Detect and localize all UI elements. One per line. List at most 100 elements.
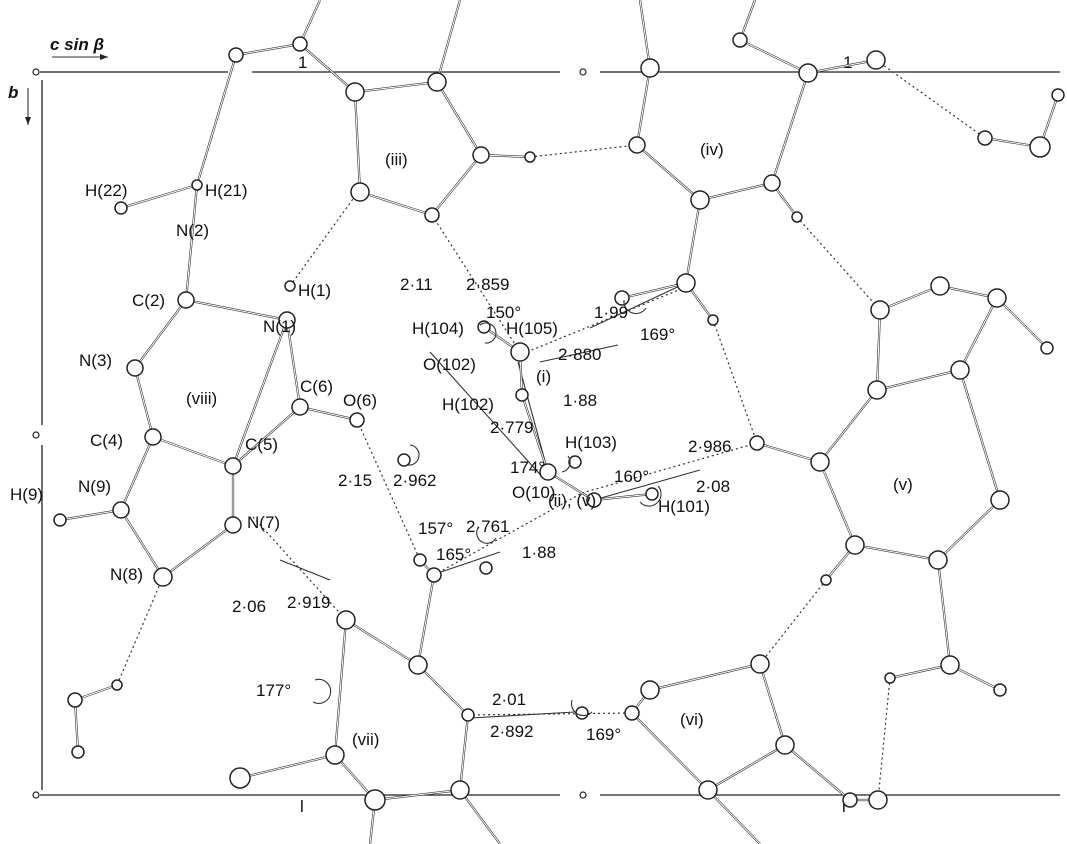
- atom: [112, 501, 130, 519]
- axis-label-c-sin-beta: c sin β: [50, 35, 104, 54]
- atom: [350, 182, 370, 202]
- bond-inner: [876, 369, 961, 391]
- atom: [114, 201, 128, 215]
- cell-tick-bottom-left: l: [300, 797, 304, 816]
- atom-label-h101: H(101): [658, 497, 710, 516]
- atom: [820, 574, 832, 586]
- atom: [292, 36, 308, 52]
- bond-inner: [621, 282, 687, 299]
- ring-label-vi: (vi): [680, 710, 704, 729]
- atom: [993, 683, 1007, 697]
- atom: [690, 190, 710, 210]
- atom: [472, 146, 490, 164]
- axis-label-b: b: [8, 83, 18, 102]
- atom: [775, 735, 795, 755]
- bond-inner: [631, 712, 709, 791]
- bond-inner: [196, 54, 237, 186]
- bond-inner: [771, 72, 809, 184]
- atom: [539, 463, 557, 481]
- atom-label-h1: H(1): [298, 281, 331, 300]
- bond-inner: [345, 619, 419, 666]
- atom-label-h105: H(105): [506, 319, 558, 338]
- bond-inner: [854, 544, 939, 561]
- atom: [614, 290, 630, 306]
- atom: [450, 780, 470, 800]
- angle-150: 150°: [486, 303, 521, 322]
- atom: [111, 679, 123, 691]
- atom: [866, 50, 886, 70]
- bond-inner: [593, 493, 653, 501]
- angle-169-lower: 169°: [586, 725, 621, 744]
- bond-inner: [739, 39, 809, 74]
- atom-label-o6: O(6): [343, 391, 377, 410]
- angle-177: 177°: [256, 681, 291, 700]
- bond-inner: [134, 367, 154, 438]
- bond-inner: [937, 559, 951, 666]
- bond-inner: [235, 43, 301, 56]
- atom: [586, 492, 602, 508]
- bond-inner: [299, 0, 321, 45]
- cell-tick-top-left: 1: [298, 53, 307, 72]
- bond-inner: [996, 297, 1048, 349]
- distance-2-779: 2·779: [490, 418, 533, 437]
- bond-inner: [889, 664, 951, 679]
- hydrogen-bonds: [116, 54, 986, 801]
- atom: [336, 610, 356, 630]
- atom: [413, 553, 427, 567]
- bond-inner: [459, 714, 469, 791]
- bond-inner: [636, 144, 701, 201]
- bond-inner: [876, 309, 881, 391]
- axis-indicators: c sin β b: [8, 35, 108, 125]
- bond-inner: [639, 0, 651, 69]
- atom: [640, 58, 660, 78]
- atom: [884, 672, 896, 684]
- ring-label-v: (v): [893, 475, 913, 494]
- atom-label-c6: C(6): [300, 377, 333, 396]
- distance-2-08: 2·08: [696, 477, 730, 496]
- atom: [987, 288, 1007, 308]
- bond-inner: [649, 663, 761, 691]
- atom: [867, 380, 887, 400]
- atom: [977, 130, 993, 146]
- atom-label-n3: N(3): [79, 351, 112, 370]
- cell-tick-top-right: 1: [843, 53, 852, 72]
- atom-label-n9: N(9): [78, 477, 111, 496]
- bond-inner: [120, 436, 154, 511]
- atom: [144, 428, 162, 446]
- atom: [1029, 136, 1051, 158]
- atom: [461, 708, 475, 722]
- atom: [698, 780, 718, 800]
- bond-inner: [359, 191, 433, 216]
- distance-1-88-lower: 1·88: [522, 543, 556, 562]
- atom: [868, 790, 888, 810]
- bond-inner: [239, 754, 336, 779]
- atom: [928, 550, 948, 570]
- bond-inner: [232, 319, 288, 467]
- distance-2-962: 2·962: [393, 471, 436, 490]
- bond-inner: [784, 744, 851, 801]
- atom-label-h21: H(21): [205, 181, 248, 200]
- atom: [842, 792, 858, 808]
- atom-label-n1: N(1): [263, 317, 296, 336]
- atom: [732, 32, 748, 48]
- bond-inner: [759, 663, 786, 746]
- distance-2-859: 2·859: [466, 275, 509, 294]
- bond-inner: [185, 299, 288, 321]
- bond-inner: [959, 297, 998, 371]
- angle-174: 174°: [510, 458, 545, 477]
- bond-inner: [286, 319, 301, 408]
- atom: [284, 280, 296, 292]
- atom: [408, 655, 428, 675]
- bond-inner: [707, 789, 761, 844]
- cell-tick-bottom-right: l: [842, 797, 846, 816]
- atom: [524, 151, 536, 163]
- bond-inner: [185, 184, 198, 301]
- atom: [810, 452, 830, 472]
- atom: [763, 174, 781, 192]
- atom-label-o10: O(10): [512, 483, 555, 502]
- distance-2-880: 2·880: [558, 345, 601, 364]
- ring-label-iv: (iv): [700, 140, 724, 159]
- atom: [624, 705, 640, 721]
- atom: [575, 706, 589, 720]
- bond-inner: [417, 574, 435, 666]
